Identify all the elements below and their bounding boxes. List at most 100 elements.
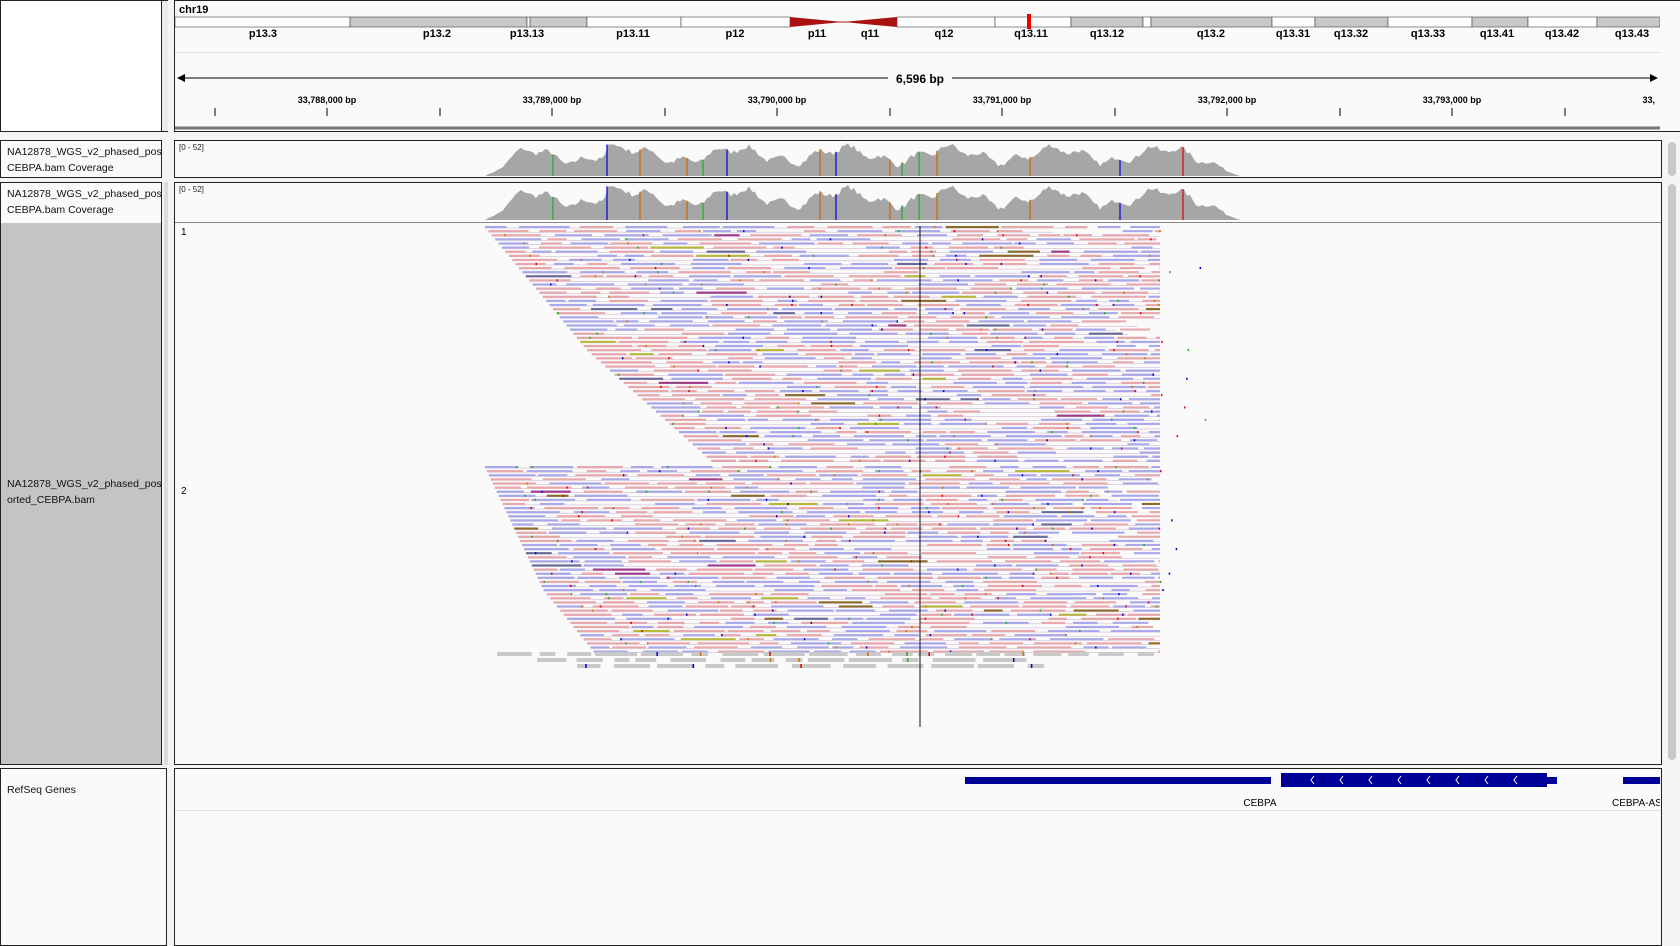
read[interactable] — [697, 498, 751, 501]
read[interactable] — [956, 394, 982, 397]
read[interactable] — [546, 299, 566, 302]
read[interactable] — [852, 373, 874, 376]
read[interactable] — [800, 527, 856, 530]
read[interactable] — [1144, 580, 1160, 583]
read[interactable] — [767, 447, 803, 450]
read[interactable] — [768, 621, 789, 624]
read[interactable] — [692, 443, 746, 446]
read[interactable] — [1001, 226, 1054, 229]
read[interactable] — [1158, 576, 1160, 579]
read[interactable] — [1141, 502, 1160, 505]
read[interactable] — [862, 486, 905, 489]
read[interactable] — [728, 332, 771, 335]
read[interactable] — [1039, 406, 1065, 409]
low-mapq-read[interactable] — [977, 664, 1014, 668]
read[interactable] — [698, 336, 751, 339]
read[interactable] — [1118, 478, 1152, 481]
read[interactable] — [611, 609, 653, 612]
read[interactable] — [658, 353, 692, 356]
coverage1-name-panel[interactable]: NA12878_WGS_v2_phased_pos CEBPA.bam Cove… — [0, 140, 162, 178]
read[interactable] — [819, 390, 859, 393]
read[interactable] — [840, 349, 869, 352]
read[interactable] — [861, 295, 889, 298]
read[interactable] — [553, 601, 596, 604]
read[interactable] — [1034, 568, 1057, 571]
read[interactable] — [1122, 576, 1155, 579]
read[interactable] — [1058, 613, 1087, 616]
read[interactable] — [1090, 507, 1132, 510]
read[interactable] — [968, 498, 988, 501]
read[interactable] — [587, 349, 642, 352]
read[interactable] — [822, 494, 876, 497]
read[interactable] — [1096, 340, 1125, 343]
read[interactable] — [818, 572, 853, 575]
read[interactable] — [786, 328, 831, 331]
read[interactable] — [550, 597, 591, 600]
read[interactable] — [1141, 279, 1160, 282]
read[interactable] — [1121, 373, 1155, 376]
read[interactable] — [1111, 303, 1135, 306]
read[interactable] — [1046, 242, 1075, 245]
read[interactable] — [1118, 535, 1160, 538]
low-mapq-read[interactable] — [891, 652, 913, 656]
read[interactable] — [566, 617, 615, 620]
read[interactable] — [613, 527, 663, 530]
read[interactable] — [809, 234, 849, 237]
read[interactable] — [626, 230, 661, 233]
low-mapq-read[interactable] — [670, 658, 706, 662]
read[interactable] — [917, 455, 966, 458]
read[interactable] — [623, 381, 648, 384]
read[interactable] — [897, 390, 923, 393]
read[interactable] — [930, 593, 955, 596]
read[interactable] — [677, 238, 723, 241]
read[interactable] — [1063, 234, 1092, 237]
read[interactable] — [722, 556, 775, 559]
read[interactable] — [987, 439, 1028, 442]
read[interactable] — [1127, 275, 1160, 278]
read[interactable] — [1030, 597, 1087, 600]
read[interactable] — [668, 373, 723, 376]
read[interactable] — [530, 490, 571, 493]
read[interactable] — [612, 646, 646, 649]
read[interactable] — [580, 275, 604, 278]
low-mapq-read[interactable] — [809, 652, 848, 656]
read[interactable] — [700, 613, 745, 616]
read[interactable] — [637, 394, 660, 397]
read[interactable] — [877, 398, 904, 401]
low-mapq-read[interactable] — [537, 658, 567, 662]
read[interactable] — [1116, 344, 1136, 347]
read[interactable] — [1139, 402, 1160, 405]
read[interactable] — [770, 431, 821, 434]
read[interactable] — [1066, 490, 1089, 493]
read[interactable] — [804, 312, 834, 315]
read[interactable] — [755, 349, 785, 352]
read[interactable] — [824, 576, 865, 579]
read[interactable] — [1113, 390, 1137, 393]
read[interactable] — [814, 543, 838, 546]
read[interactable] — [774, 589, 814, 592]
read[interactable] — [730, 279, 755, 282]
read[interactable] — [834, 385, 887, 388]
read[interactable] — [690, 262, 742, 265]
low-mapq-read[interactable] — [614, 658, 630, 662]
read[interactable] — [602, 601, 635, 604]
read[interactable] — [764, 254, 792, 257]
read[interactable] — [986, 548, 1011, 551]
read[interactable] — [874, 470, 904, 473]
read[interactable] — [798, 580, 820, 583]
read[interactable] — [704, 535, 755, 538]
read[interactable] — [628, 556, 653, 559]
read[interactable] — [731, 617, 755, 620]
read[interactable] — [1018, 308, 1050, 311]
read[interactable] — [529, 279, 571, 282]
read[interactable] — [922, 353, 961, 356]
read[interactable] — [1154, 230, 1160, 233]
read[interactable] — [816, 539, 836, 542]
read[interactable] — [823, 369, 853, 372]
read[interactable] — [931, 385, 965, 388]
read[interactable] — [1131, 515, 1160, 518]
read[interactable] — [750, 426, 806, 429]
read[interactable] — [716, 287, 756, 290]
read[interactable] — [958, 369, 1012, 372]
read[interactable] — [1064, 494, 1100, 497]
